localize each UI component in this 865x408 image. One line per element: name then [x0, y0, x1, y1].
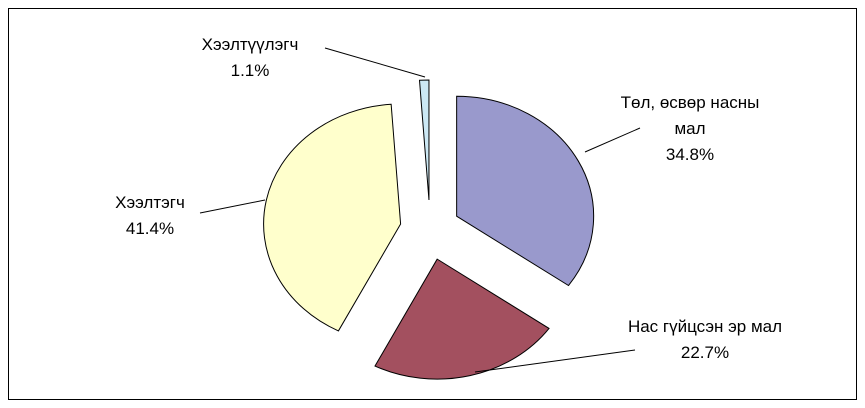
pie-slice [374, 258, 550, 380]
slice-value: 1.1% [230, 61, 270, 80]
slice-name: Нас гүйцсэн эр мал [627, 317, 783, 336]
slice-label: Хээлтүүлэгч 1.1% [170, 32, 330, 84]
slice-name: Төл, өсвөр насны мал [620, 93, 760, 138]
pie-slice [263, 103, 402, 332]
slice-value: 41.4% [125, 219, 175, 238]
leader-line [474, 349, 636, 373]
slice-label: Хээлтэгч 41.4% [90, 190, 210, 242]
leader-line [324, 47, 426, 78]
slice-value: 22.7% [680, 343, 730, 362]
slice-value: 34.8% [665, 145, 715, 164]
leader-line [199, 199, 266, 214]
slice-name: Хээлтүүлэгч [201, 35, 299, 54]
slice-label: Нас гүйцсэн эр мал 22.7% [620, 314, 790, 366]
pie-slice [456, 95, 595, 287]
slice-label: Төл, өсвөр насны мал 34.8% [620, 90, 760, 168]
slice-name: Хээлтэгч [115, 193, 185, 212]
leader-line [584, 127, 641, 153]
pie-slice [418, 79, 430, 201]
